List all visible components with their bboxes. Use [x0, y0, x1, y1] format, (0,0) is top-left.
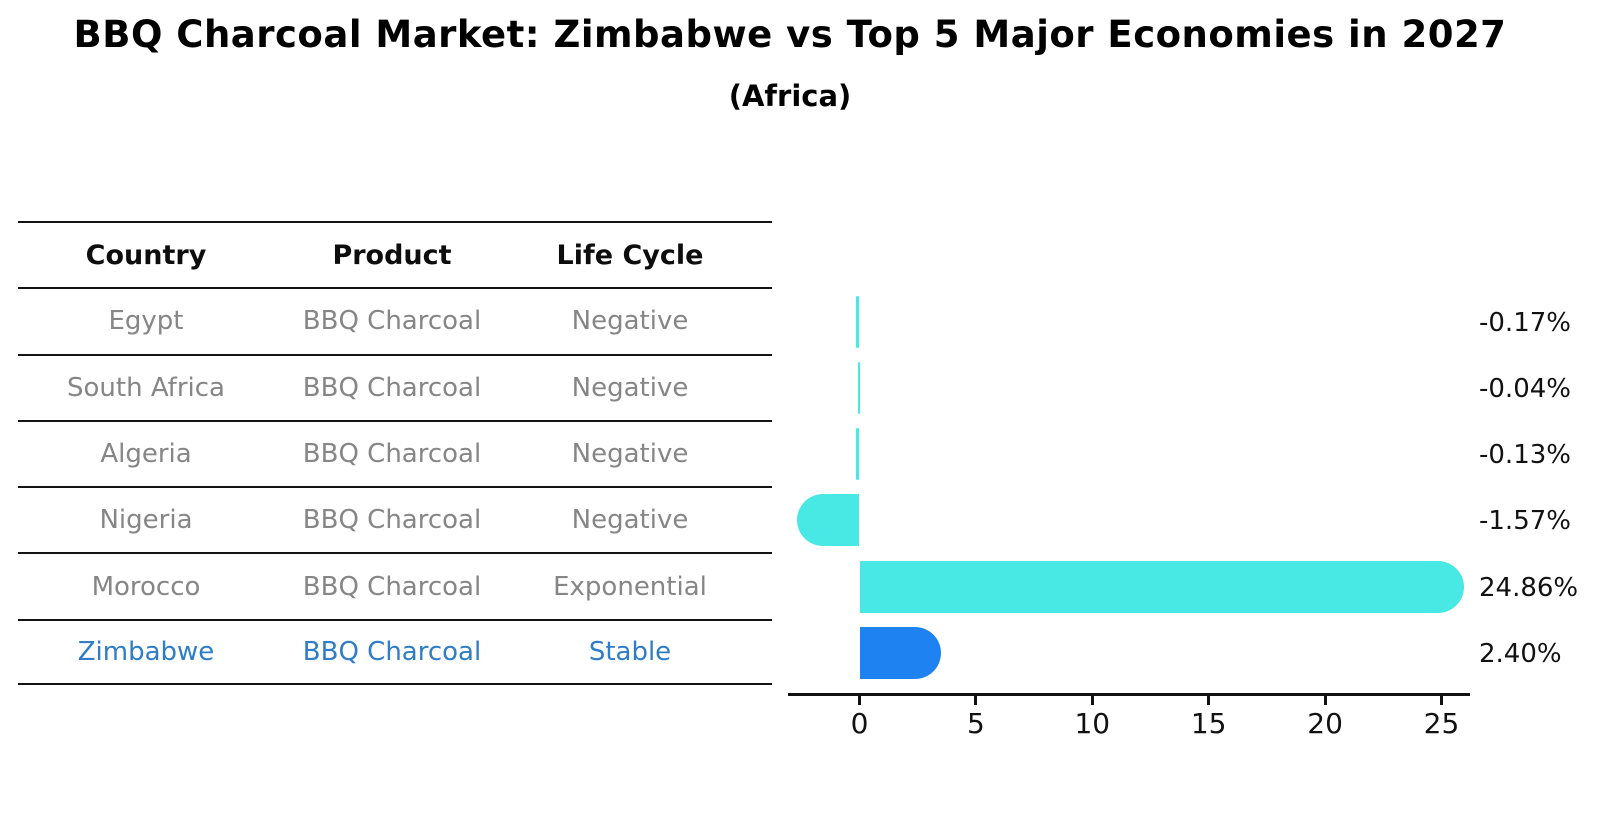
x-tick	[974, 696, 978, 705]
product-cell: BBQ Charcoal	[302, 372, 482, 403]
bar-nigeria	[796, 494, 860, 547]
table-row: Algeria BBQ Charcoal Negative	[18, 419, 772, 486]
x-tick-label: 25	[1423, 707, 1460, 740]
country-table: Country Product Life Cycle Egypt BBQ Cha…	[18, 221, 772, 686]
product-cell: BBQ Charcoal	[302, 306, 482, 337]
country-cell: Zimbabwe	[77, 636, 215, 667]
table-row-highlighted: Zimbabwe BBQ Charcoal Stable	[18, 618, 772, 686]
life-cycle-cell: Stable	[588, 636, 672, 667]
x-tick-label: 15	[1190, 707, 1227, 740]
x-tick-label: 0	[850, 707, 869, 740]
column-header-product: Product	[332, 239, 452, 271]
table-header-row: Country Product Life Cycle	[18, 221, 772, 287]
x-tick	[1323, 696, 1327, 705]
bar-value-label: -0.13%	[1479, 440, 1571, 471]
life-cycle-cell: Negative	[571, 372, 689, 403]
x-tick-label: 5	[966, 707, 985, 740]
country-cell: South Africa	[67, 372, 225, 403]
x-tick	[1207, 696, 1211, 705]
x-tick-label: 10	[1074, 707, 1111, 740]
life-cycle-cell: Negative	[571, 505, 689, 536]
column-header-life-cycle: Life Cycle	[556, 239, 704, 271]
bar-algeria	[856, 428, 860, 481]
bar-value-label: 2.40%	[1479, 639, 1562, 669]
chart-subtitle: (Africa)	[728, 79, 852, 113]
table-row: Egypt BBQ Charcoal Negative	[18, 287, 772, 353]
bar-egypt	[855, 295, 860, 348]
table-row: Nigeria BBQ Charcoal Negative	[18, 486, 772, 552]
bar-morocco	[859, 560, 1465, 613]
country-cell: Egypt	[108, 306, 184, 337]
bar-value-label: -0.04%	[1479, 373, 1571, 404]
bar-value-label: -1.57%	[1479, 506, 1571, 537]
life-cycle-cell: Negative	[571, 439, 689, 470]
table-row: Morocco BBQ Charcoal Exponential	[18, 552, 772, 618]
life-cycle-cell: Negative	[571, 306, 689, 337]
country-cell: Nigeria	[99, 505, 193, 536]
product-cell: BBQ Charcoal	[302, 571, 482, 602]
bar-value-label: 24.86%	[1479, 572, 1579, 603]
bar-south-africa	[858, 361, 860, 414]
chart-title: BBQ Charcoal Market: Zimbabwe vs Top 5 M…	[73, 13, 1507, 56]
product-cell: BBQ Charcoal	[302, 505, 482, 536]
x-tick-label: 20	[1307, 707, 1343, 740]
x-tick	[1090, 696, 1094, 705]
x-tick	[858, 696, 861, 705]
product-cell: BBQ Charcoal	[302, 439, 482, 470]
x-axis-line	[788, 693, 1470, 696]
country-cell: Morocco	[91, 571, 201, 602]
x-tick	[1440, 696, 1443, 705]
life-cycle-cell: Exponential	[553, 571, 707, 602]
table-row: South Africa BBQ Charcoal Negative	[18, 353, 772, 420]
country-cell: Algeria	[100, 439, 192, 470]
product-cell: BBQ Charcoal	[302, 636, 482, 667]
bar-value-label: -0.17%	[1479, 307, 1571, 338]
bar-zimbabwe	[859, 627, 942, 679]
column-header-country: Country	[85, 239, 207, 271]
